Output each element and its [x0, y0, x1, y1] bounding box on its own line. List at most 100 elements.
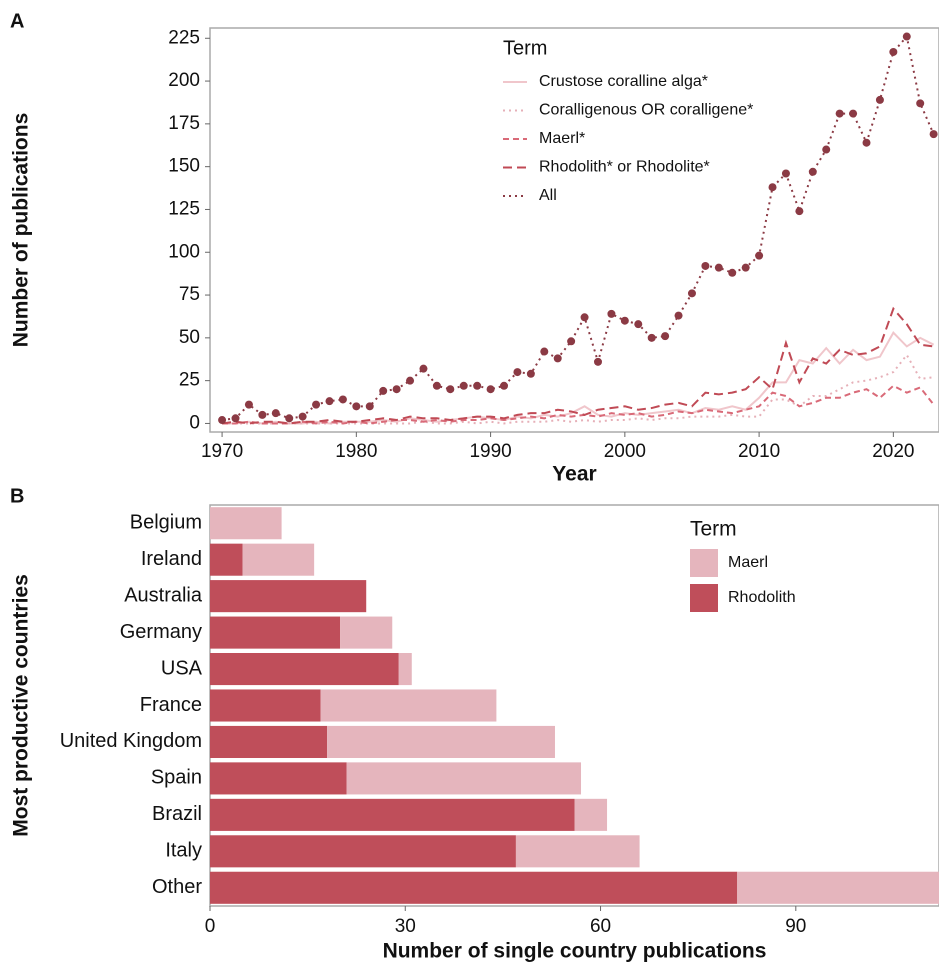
x-tick-label: 60 — [590, 916, 611, 937]
y-axis-label: Most productive countries — [10, 574, 33, 837]
panel-label: B — [10, 485, 24, 507]
data-point — [808, 167, 817, 176]
legend-label: Coralligenous OR coralligene* — [539, 102, 753, 119]
data-point — [325, 397, 334, 406]
y-tick-label: United Kingdom — [60, 730, 202, 752]
data-point — [459, 381, 468, 390]
data-point — [473, 381, 482, 390]
data-point — [889, 47, 898, 56]
y-tick-label: 175 — [168, 113, 200, 134]
data-point — [500, 381, 509, 390]
data-point — [902, 32, 911, 41]
y-tick-label: 100 — [168, 241, 200, 262]
data-point — [258, 410, 267, 419]
data-point — [526, 369, 535, 378]
y-tick-label: Ireland — [141, 548, 202, 570]
series-line — [222, 331, 935, 425]
data-point — [795, 207, 804, 216]
data-point — [486, 385, 495, 394]
data-point — [835, 109, 844, 118]
bar-segment — [210, 689, 321, 722]
bar-segment — [340, 616, 393, 649]
x-tick-label: 0 — [205, 916, 216, 937]
data-point — [661, 332, 670, 341]
data-point — [728, 268, 737, 277]
panel-label: A — [10, 10, 24, 32]
data-point — [352, 402, 361, 411]
series-line — [221, 34, 935, 422]
legend-title: Term — [503, 37, 547, 59]
legend-label: Rhodolith* or Rhodolite* — [539, 159, 710, 176]
bar-segment — [210, 543, 243, 576]
bar-segment — [210, 616, 341, 649]
data-point — [714, 263, 723, 272]
data-point — [218, 416, 227, 425]
data-point — [406, 376, 415, 385]
bar-segment — [346, 762, 582, 795]
data-point — [741, 263, 750, 272]
data-point — [231, 414, 240, 423]
bar-segment — [210, 507, 282, 540]
x-axis-label: Number of single country publications — [383, 940, 767, 963]
data-point — [620, 316, 629, 325]
x-tick-label: 2020 — [872, 441, 914, 462]
y-tick-label: 150 — [168, 156, 200, 177]
y-tick-label: Australia — [124, 584, 203, 606]
bar-segment — [210, 653, 399, 686]
data-point — [580, 313, 589, 322]
bar-segment — [210, 580, 367, 613]
data-point — [365, 402, 374, 411]
legend-label: All — [539, 187, 557, 204]
x-tick-label: 2010 — [738, 441, 780, 462]
y-tick-label: France — [140, 694, 202, 716]
bar-segment — [320, 689, 497, 722]
y-tick-label: Italy — [165, 840, 202, 862]
data-point — [338, 395, 347, 404]
data-point — [244, 400, 253, 409]
x-tick-label: 1980 — [335, 441, 377, 462]
y-tick-label: Brazil — [152, 803, 202, 825]
data-point — [553, 354, 562, 363]
data-point — [285, 414, 294, 423]
legend-label: Rhodolith — [728, 589, 796, 606]
y-tick-label: 75 — [179, 284, 200, 305]
series-line — [221, 306, 934, 425]
y-axis-label: Number of publications — [10, 113, 33, 348]
data-point — [862, 138, 871, 147]
bar-segment — [210, 871, 738, 904]
data-point — [379, 386, 388, 395]
y-tick-label: Spain — [151, 767, 202, 789]
data-point — [929, 130, 938, 139]
data-point — [849, 109, 858, 118]
data-point — [593, 357, 602, 366]
bar-segment — [515, 835, 640, 868]
legend-label: Maerl — [728, 554, 768, 571]
bar-segment — [242, 543, 315, 576]
bar-segment — [210, 762, 347, 795]
data-point — [540, 347, 549, 356]
y-tick-label: Germany — [120, 621, 202, 643]
x-tick-label: 2000 — [604, 441, 646, 462]
data-point — [607, 309, 616, 318]
data-point — [432, 381, 441, 390]
data-point — [298, 412, 307, 421]
y-tick-label: 125 — [168, 198, 200, 219]
data-point — [674, 311, 683, 320]
legend-title: Term — [690, 518, 737, 541]
bar-segment — [737, 871, 939, 904]
data-point — [271, 409, 280, 418]
data-point — [875, 95, 884, 104]
data-point — [781, 169, 790, 178]
bar-segment — [210, 725, 328, 758]
data-point — [822, 145, 831, 154]
y-tick-label: 225 — [168, 27, 200, 48]
y-tick-label: 25 — [179, 370, 200, 391]
x-tick-label: 1970 — [201, 441, 243, 462]
data-point — [701, 261, 710, 270]
data-point — [392, 385, 401, 394]
data-point — [567, 337, 576, 346]
data-point — [755, 251, 764, 260]
legend-label: Crustose coralline alga* — [539, 73, 708, 90]
plot-frame — [209, 27, 939, 433]
